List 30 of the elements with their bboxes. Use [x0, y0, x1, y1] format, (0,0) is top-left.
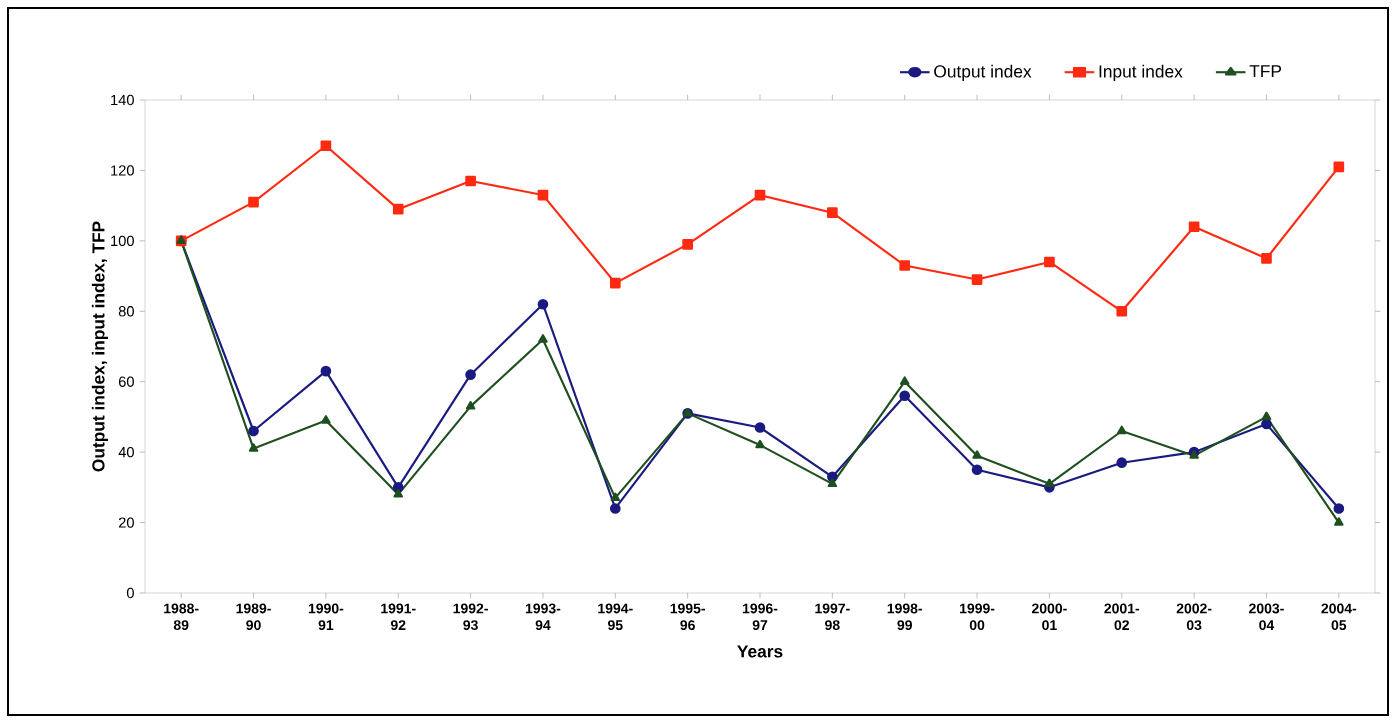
legend-label: Input index: [1099, 64, 1183, 81]
y-tick-label: 140: [111, 94, 134, 106]
x-tick-label: 2003-04: [1249, 603, 1284, 631]
x-tick-label: 1997-98: [815, 603, 850, 631]
y-tick-label: 80: [118, 306, 134, 317]
x-tick-label: 1998-99: [887, 603, 923, 631]
x-tick-label: 1996-97: [742, 603, 778, 631]
x-tick-label: 1989-90: [236, 603, 271, 631]
y-tick-label: 60: [118, 376, 134, 387]
y-tick-label: 0: [126, 587, 134, 599]
x-tick-label: 2001-02: [1104, 603, 1140, 631]
legend-label: TFP: [1249, 65, 1282, 78]
y-tick-label: 20: [118, 517, 134, 528]
x-tick-label: 2002-03: [1176, 603, 1212, 631]
x-tick-label: 1993-94: [525, 603, 561, 631]
x-tick-label: 1988-89: [164, 603, 199, 631]
y-tick-label: 40: [118, 446, 134, 458]
legend-label: Output index: [934, 64, 1032, 81]
x-axis-title: Years: [737, 645, 783, 658]
x-tick-label: 1994-95: [598, 603, 633, 631]
x-tick-label: 1991-92: [381, 603, 416, 631]
y-tick-label: 120: [111, 165, 134, 176]
x-tick-label: 1992-93: [453, 603, 488, 631]
x-tick-label: 2000-01: [1032, 603, 1067, 631]
x-tick-label: 1990-91: [308, 603, 344, 631]
x-tick-label: 2004-05: [1321, 603, 1357, 631]
y-tick-label: 100: [111, 235, 134, 247]
x-tick-label: 1995-96: [670, 603, 705, 631]
x-tick-label: 1999-00: [960, 603, 995, 631]
y-axis-title: Output index, input index, TFP: [91, 221, 108, 472]
